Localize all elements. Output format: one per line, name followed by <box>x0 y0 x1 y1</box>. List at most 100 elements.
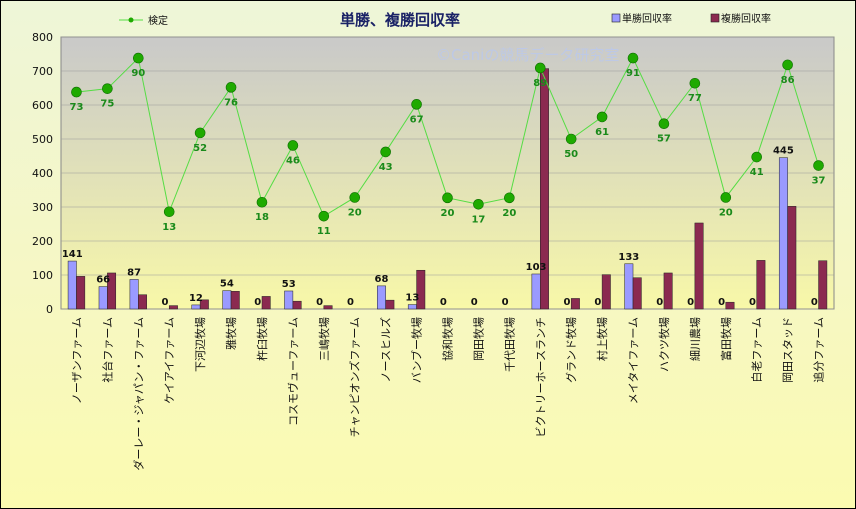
bar-win-value-label: 445 <box>773 146 794 157</box>
bar-win <box>531 273 541 310</box>
y-tick-label: 800 <box>32 31 53 44</box>
verification-marker <box>225 82 237 93</box>
y-tick-label: 200 <box>32 235 53 248</box>
bar-place <box>199 299 209 310</box>
legend-win-label: 単勝回収率 <box>622 12 672 25</box>
verification-value-label: 41 <box>750 167 764 178</box>
bar-win-value-label: 0 <box>594 297 601 308</box>
legend-win-swatch <box>611 13 621 23</box>
bar-win-value-label: 103 <box>526 262 547 273</box>
bar-win-value-label: 141 <box>62 249 83 260</box>
verification-marker <box>596 111 608 123</box>
bar-win-value-label: 133 <box>618 252 639 263</box>
verification-value-label: 52 <box>193 143 207 154</box>
verification-value-label: 73 <box>69 102 83 113</box>
legend-verification-label: 検定 <box>148 14 168 27</box>
x-category-label: ビクトリーホースランチ <box>534 317 547 437</box>
verification-value-label: 20 <box>719 207 733 218</box>
bar-win-value-label: 0 <box>471 297 478 308</box>
bars <box>67 68 828 310</box>
y-axis-ticks: 0 100 200 300 400 500 600 700 800 <box>32 31 53 316</box>
bar-place <box>818 260 828 310</box>
verification-marker <box>287 140 299 151</box>
verification-value-label: 18 <box>255 212 269 223</box>
verification-marker <box>102 83 113 94</box>
x-category-label: ノーザンファーム <box>70 317 83 404</box>
bar-place <box>138 294 147 310</box>
bar-win-value-label: 0 <box>563 297 570 308</box>
bar-place <box>385 299 395 310</box>
bar-win-value-label: 0 <box>440 297 447 308</box>
verification-marker <box>534 62 546 74</box>
bar-place <box>416 269 426 310</box>
x-category-label: 細川農場 <box>688 317 702 361</box>
bar-win-value-label: 12 <box>189 293 203 304</box>
chart-title: 単勝、複勝回収率 <box>340 11 460 29</box>
bar-place <box>107 272 117 310</box>
verification-marker <box>163 206 175 218</box>
x-category-label: メイタイファーム <box>627 317 640 404</box>
bar-place <box>787 206 797 310</box>
verification-marker <box>751 151 763 163</box>
bar-win-value-label: 0 <box>687 297 694 308</box>
bar-win <box>222 290 232 310</box>
x-category-label: 岡田スタッド <box>782 317 795 383</box>
legend-line-marker <box>128 17 134 23</box>
bar-win <box>191 304 201 310</box>
bar-win-value-label: 13 <box>405 293 419 304</box>
verification-marker <box>782 59 793 71</box>
verification-value-label: 77 <box>688 93 702 104</box>
verification-value-label: 43 <box>379 162 393 173</box>
verification-value-label: 75 <box>100 99 114 110</box>
x-category-label: 追分ファーム <box>812 317 826 383</box>
x-category-label: 下河辺牧場 <box>193 317 207 372</box>
x-category-label: 杵臼牧場 <box>255 317 269 361</box>
x-category-label: 社台ファーム <box>100 317 114 383</box>
bar-place <box>570 298 580 310</box>
y-tick-label: 700 <box>32 65 53 78</box>
x-category-label: 協和牧場 <box>441 317 455 361</box>
verification-labels: 73 75 90 13 52 76 18 46 11 20 43 67 20 17 20 89 50 61 91 57… <box>69 68 825 237</box>
bar-win-value-label: 53 <box>282 279 296 290</box>
legend-place-swatch <box>710 13 720 23</box>
bar-place <box>168 305 178 310</box>
y-tick-label: 500 <box>32 133 53 146</box>
bar-win <box>624 263 634 310</box>
bar-win <box>98 286 108 310</box>
x-category-label: バンブー牧場 <box>410 317 424 383</box>
bar-win-value-label: 0 <box>718 297 725 308</box>
x-category-label: 白老ファーム <box>750 317 764 383</box>
x-category-label: 雅牧場 <box>224 317 238 350</box>
verification-marker <box>720 192 732 203</box>
gridlines <box>61 36 834 310</box>
verification-marker <box>411 99 422 110</box>
verification-marker <box>194 127 206 139</box>
verification-value-label: 67 <box>410 114 424 125</box>
bar-win-value-label: 0 <box>316 297 323 308</box>
verification-value-label: 20 <box>502 208 516 219</box>
bar-win-value-label: 0 <box>254 297 261 308</box>
bar-win-value-label: 0 <box>749 297 756 308</box>
bar-win <box>407 304 417 310</box>
bar-place <box>261 296 271 310</box>
verification-value-label: 76 <box>224 97 238 108</box>
verification-value-label: 17 <box>471 214 485 225</box>
x-category-label: ダーレー・ジャパン・ファーム <box>131 317 145 471</box>
bar-place <box>632 277 642 310</box>
bar-place <box>725 301 735 310</box>
bar-place <box>694 222 704 310</box>
y-tick-label: 300 <box>32 201 53 214</box>
verification-marker <box>71 86 82 98</box>
verification-marker <box>133 52 144 64</box>
x-category-label: ハクツ牧場 <box>657 317 671 372</box>
verification-marker <box>318 210 330 222</box>
bar-win <box>284 290 294 310</box>
bar-win <box>377 285 386 310</box>
bar-win-value-label: 87 <box>127 267 141 278</box>
bar-place <box>76 276 86 310</box>
verification-value-label: 86 <box>781 75 795 86</box>
verification-value-label: 61 <box>595 127 609 138</box>
bar-win-value-label: 0 <box>347 297 354 308</box>
verification-marker <box>256 196 268 208</box>
